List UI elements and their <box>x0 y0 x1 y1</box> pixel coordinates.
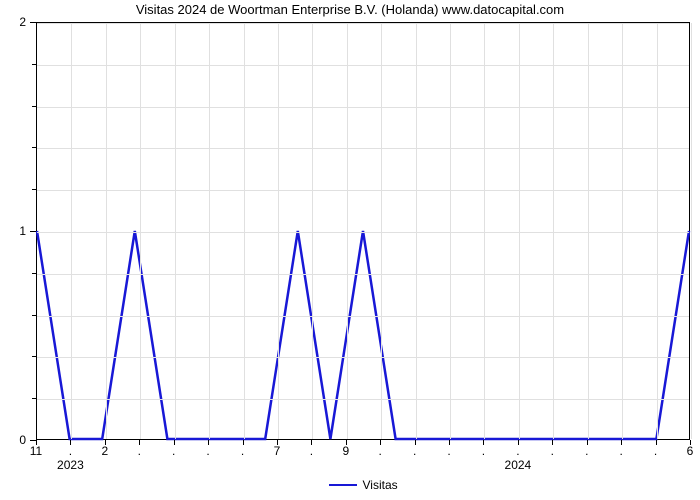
y-axis-label: 1 <box>0 224 26 238</box>
grid-v <box>416 23 417 439</box>
y-axis-label: 0 <box>0 433 26 447</box>
y-minor-tick <box>32 64 36 65</box>
x-axis-label: . <box>585 444 588 458</box>
x-axis-label: . <box>619 444 622 458</box>
line-series <box>37 23 689 439</box>
x-group-label: 2023 <box>57 458 84 472</box>
grid-v <box>381 23 382 439</box>
y-axis-label: 2 <box>0 15 26 29</box>
x-group-label: 2024 <box>505 458 532 472</box>
grid-v <box>450 23 451 439</box>
grid-v <box>71 23 72 439</box>
x-axis-label: . <box>206 444 209 458</box>
grid-v <box>691 23 692 439</box>
x-axis-label: . <box>447 444 450 458</box>
x-axis-label: . <box>516 444 519 458</box>
grid-v <box>657 23 658 439</box>
grid-h <box>37 23 689 24</box>
y-minor-tick <box>32 273 36 274</box>
y-minor-tick <box>32 356 36 357</box>
grid-v <box>140 23 141 439</box>
y-minor-tick <box>32 147 36 148</box>
x-axis-label: . <box>654 444 657 458</box>
grid-h-minor <box>37 148 689 149</box>
y-minor-tick <box>32 106 36 107</box>
x-axis-label: 2 <box>101 444 108 458</box>
grid-v <box>209 23 210 439</box>
grid-v <box>519 23 520 439</box>
y-minor-tick <box>32 315 36 316</box>
chart-title: Visitas 2024 de Woortman Enterprise B.V.… <box>0 2 700 17</box>
grid-v <box>484 23 485 439</box>
x-axis-label: 6 <box>687 444 694 458</box>
legend-swatch <box>329 484 357 486</box>
x-axis-label: . <box>69 444 72 458</box>
grid-h-minor <box>37 274 689 275</box>
grid-v <box>244 23 245 439</box>
grid-v <box>588 23 589 439</box>
x-axis-label: . <box>482 444 485 458</box>
grid-v <box>106 23 107 439</box>
y-minor-tick <box>32 189 36 190</box>
plot-area <box>36 22 690 440</box>
x-axis-label: . <box>310 444 313 458</box>
grid-h-minor <box>37 107 689 108</box>
series-line <box>37 231 689 439</box>
x-axis-label: . <box>413 444 416 458</box>
grid-v <box>278 23 279 439</box>
x-axis-label: . <box>138 444 141 458</box>
y-minor-tick <box>32 398 36 399</box>
legend: Visitas <box>329 478 398 492</box>
grid-v <box>312 23 313 439</box>
grid-h-minor <box>37 357 689 358</box>
chart-container: Visitas 2024 de Woortman Enterprise B.V.… <box>0 0 700 500</box>
x-axis-label: 7 <box>274 444 281 458</box>
x-axis-label: 9 <box>342 444 349 458</box>
x-axis-label: . <box>551 444 554 458</box>
x-axis-label: . <box>241 444 244 458</box>
grid-h-minor <box>37 399 689 400</box>
y-major-tick <box>30 231 36 232</box>
legend-label: Visitas <box>363 478 398 492</box>
grid-h-minor <box>37 316 689 317</box>
grid-v <box>175 23 176 439</box>
y-major-tick <box>30 22 36 23</box>
x-axis-label: . <box>379 444 382 458</box>
x-axis-label: 11 <box>30 444 42 458</box>
grid-h <box>37 232 689 233</box>
grid-h-minor <box>37 190 689 191</box>
grid-v <box>347 23 348 439</box>
grid-v <box>553 23 554 439</box>
x-axis-label: . <box>172 444 175 458</box>
grid-v <box>622 23 623 439</box>
grid-h-minor <box>37 65 689 66</box>
